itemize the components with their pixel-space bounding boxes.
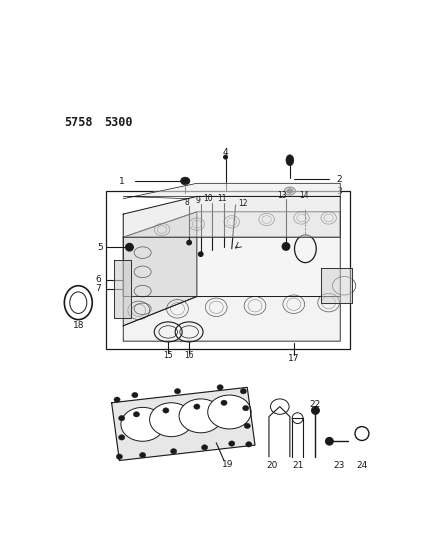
Text: 23: 23 <box>333 462 345 471</box>
Ellipse shape <box>221 400 227 406</box>
Text: 7: 7 <box>95 284 101 293</box>
Text: 21: 21 <box>292 462 303 471</box>
Ellipse shape <box>312 407 319 414</box>
Polygon shape <box>123 296 340 341</box>
Text: 10: 10 <box>204 194 213 203</box>
Ellipse shape <box>240 389 247 394</box>
Ellipse shape <box>181 177 190 185</box>
Text: 19: 19 <box>222 460 234 469</box>
Ellipse shape <box>282 243 290 251</box>
Text: 5: 5 <box>97 243 103 252</box>
Text: 15: 15 <box>163 351 173 360</box>
Polygon shape <box>321 268 352 303</box>
Ellipse shape <box>116 454 122 459</box>
Text: 8: 8 <box>184 198 189 207</box>
Text: 16: 16 <box>184 351 194 360</box>
Text: 2: 2 <box>336 175 342 184</box>
Ellipse shape <box>223 155 228 159</box>
Ellipse shape <box>121 407 164 441</box>
Ellipse shape <box>119 435 125 440</box>
Ellipse shape <box>170 449 177 454</box>
Ellipse shape <box>208 395 251 429</box>
Ellipse shape <box>243 406 249 411</box>
Text: 14: 14 <box>299 191 309 200</box>
Ellipse shape <box>114 397 120 402</box>
Ellipse shape <box>326 438 333 445</box>
Text: 3: 3 <box>336 187 342 196</box>
Text: 9: 9 <box>196 196 201 205</box>
Polygon shape <box>112 387 255 461</box>
Ellipse shape <box>125 244 134 251</box>
Text: 6: 6 <box>95 275 101 284</box>
Ellipse shape <box>174 389 181 394</box>
Ellipse shape <box>187 240 191 245</box>
Ellipse shape <box>287 189 293 193</box>
Text: 12: 12 <box>238 199 247 208</box>
Polygon shape <box>114 260 131 318</box>
Text: 20: 20 <box>266 462 278 471</box>
Ellipse shape <box>246 442 252 447</box>
Text: 5300: 5300 <box>104 116 132 130</box>
Ellipse shape <box>119 415 125 421</box>
Ellipse shape <box>194 404 200 409</box>
Ellipse shape <box>179 399 223 433</box>
Polygon shape <box>123 196 340 237</box>
Text: 18: 18 <box>73 321 84 330</box>
Ellipse shape <box>150 403 193 437</box>
Ellipse shape <box>286 155 294 166</box>
Text: 4: 4 <box>223 148 229 157</box>
Ellipse shape <box>199 252 203 256</box>
Polygon shape <box>123 212 340 296</box>
Text: 22: 22 <box>310 400 321 409</box>
Text: 5758: 5758 <box>64 116 93 130</box>
Ellipse shape <box>244 423 250 429</box>
Text: 24: 24 <box>357 462 368 471</box>
Text: 1: 1 <box>119 176 125 185</box>
Text: 13: 13 <box>277 191 287 200</box>
Ellipse shape <box>202 445 208 450</box>
Ellipse shape <box>140 453 146 458</box>
Text: 11: 11 <box>218 194 227 203</box>
Ellipse shape <box>217 385 223 390</box>
Text: 17: 17 <box>288 353 300 362</box>
Ellipse shape <box>229 441 235 446</box>
Polygon shape <box>123 183 340 199</box>
Ellipse shape <box>134 411 140 417</box>
Polygon shape <box>123 212 197 326</box>
Ellipse shape <box>132 392 138 398</box>
Ellipse shape <box>163 408 169 413</box>
Bar <box>106 191 350 349</box>
